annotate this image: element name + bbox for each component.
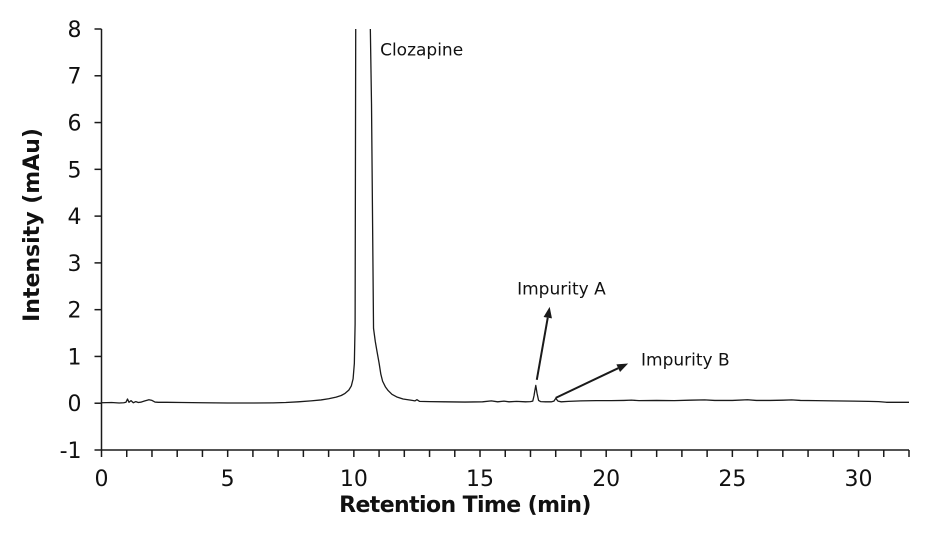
- peak-label-impurity-a: Impurity A: [517, 279, 606, 299]
- y-tick-label: 8: [68, 18, 82, 43]
- y-tick-label: 4: [68, 205, 82, 230]
- x-tick-label: 5: [221, 467, 235, 492]
- x-tick-label: 10: [340, 467, 368, 492]
- y-tick-label: 5: [68, 158, 82, 183]
- x-tick-label: 25: [718, 467, 746, 492]
- y-tick-label: 1: [68, 345, 82, 370]
- chromatogram-trace: [101, 29, 909, 404]
- y-tick-label: -1: [60, 439, 82, 464]
- peak-arrow-impurity-a: [535, 317, 549, 381]
- y-tick-label: 6: [68, 111, 82, 136]
- x-tick-label: 0: [95, 467, 109, 492]
- peak-arrowhead-impurity-b: [616, 363, 629, 373]
- y-tick-label: 0: [68, 392, 82, 417]
- x-tick-label: 20: [592, 467, 620, 492]
- x-tick-label: 15: [466, 467, 494, 492]
- y-tick-label: 3: [68, 252, 82, 277]
- peak-label-impurity-b: Impurity B: [641, 351, 730, 371]
- peak-arrow-impurity-b: [555, 367, 619, 399]
- x-axis-title: Retention Time (min): [339, 493, 591, 518]
- x-tick-label: 30: [845, 467, 873, 492]
- y-axis-title: Intensity (mAu): [20, 128, 45, 322]
- y-tick-label: 2: [68, 299, 82, 324]
- y-tick-label: 7: [68, 65, 82, 90]
- peak-arrowhead-impurity-a: [543, 306, 552, 319]
- peak-label-clozapine: Clozapine: [380, 40, 463, 60]
